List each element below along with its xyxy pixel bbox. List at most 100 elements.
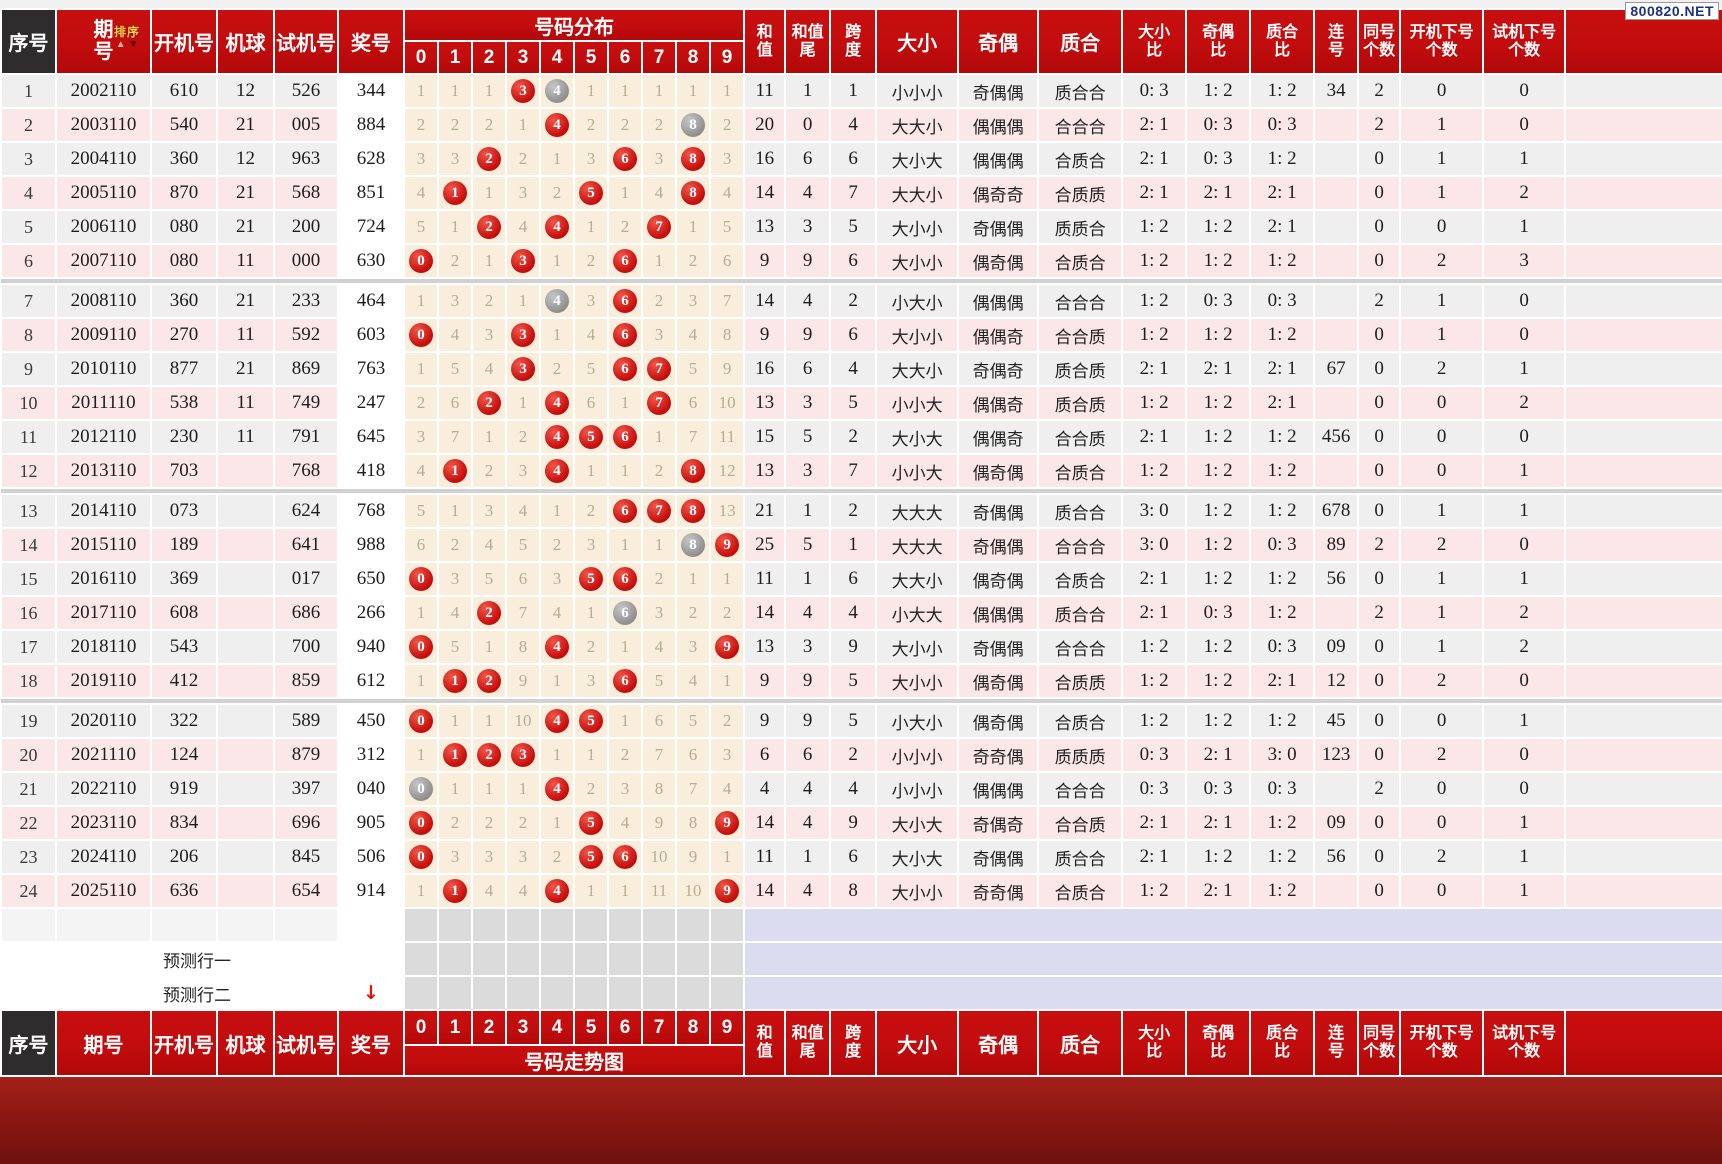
miss-count: 3	[722, 149, 732, 168]
red-ball: 8	[681, 459, 705, 483]
header-shiji: 试机号	[273, 8, 339, 75]
miss-count: 5	[722, 217, 732, 236]
table-row: 10 2011110 538 11 749 247 2 6 2 1 4 6 1 7 6 10 13 3 5 小小大 偶偶…	[0, 385, 1722, 421]
miss-count: 2	[654, 291, 664, 310]
header-period[interactable]: 期号 排序 ▲ ▼	[55, 8, 152, 75]
dist-cell-1: 1	[437, 73, 473, 109]
footer-digit-0: 0	[403, 1009, 439, 1046]
sum-tail-cell: 9	[784, 663, 832, 699]
miss-count: 1	[586, 881, 596, 900]
shiji-next-cell: 0	[1482, 663, 1567, 699]
dist-cell-3: 1	[505, 385, 541, 421]
sort-desc-icon[interactable]: ▼	[128, 39, 139, 50]
red-ball: 0	[409, 567, 433, 591]
red-ball: 9	[715, 879, 740, 903]
tonghao-cell: 2	[1357, 283, 1402, 319]
main-table: 序号 期号 排序 ▲ ▼ 开机号 机球 试机号 奖号 号码分布 和 值 和值 尾…	[0, 8, 1722, 1077]
jiou-cell: 偶奇偶	[957, 561, 1040, 597]
prize-cell: 040	[337, 771, 405, 807]
dist-cell-8: 9	[675, 839, 711, 875]
dist-cell-5: 1	[573, 595, 609, 631]
daxiao-cell: 大大小	[875, 351, 960, 387]
dist-cell-5: 3	[573, 527, 609, 563]
zhihe-cell: 合合质	[1037, 805, 1124, 841]
kaiji-next-cell: 1	[1399, 283, 1485, 319]
shiji-cell: 641	[273, 527, 339, 563]
span-cell: 2	[829, 419, 878, 455]
footer-digit-4: 4	[539, 1009, 575, 1046]
table-row: 20 2021110 124 879 312 1 1 2 3 1 1 2 7 6 3 6 6 2 小小小 奇奇偶 质质质…	[0, 737, 1722, 773]
jiqiu-cell: 21	[216, 175, 275, 211]
miss-count: 2	[518, 149, 528, 168]
dist-cell-9	[708, 907, 746, 943]
dist-cell-5: 5	[573, 351, 609, 387]
miss-count: 1	[484, 81, 494, 100]
miss-count: 1	[688, 81, 698, 100]
footer-trend-title: 号码走势图	[402, 1044, 746, 1077]
dist-cell-6: 2	[607, 737, 643, 773]
jo-ratio-cell: 1: 2	[1185, 663, 1252, 699]
zhihe-cell: 合质质	[1037, 663, 1124, 699]
sort-asc-icon[interactable]: ▲	[115, 39, 126, 50]
footer-lianhao: 连 号	[1313, 1009, 1360, 1077]
daxiao-cell: 大小大	[875, 839, 960, 875]
daxiao-cell: 小小大	[875, 453, 960, 489]
sum-cell: 4	[743, 771, 787, 807]
header-dx-ratio: 大小 比	[1121, 8, 1188, 75]
jo-ratio-cell: 0: 3	[1185, 107, 1252, 143]
daxiao-cell: 小大小	[875, 283, 960, 319]
lianhao-cell	[1313, 209, 1360, 245]
miss-count: 3	[450, 291, 460, 310]
jiou-cell: 奇偶偶	[957, 209, 1040, 245]
zh-ratio-cell: 1: 2	[1249, 73, 1316, 109]
gray-ball: 0	[409, 777, 433, 801]
table-row: 17 2018110 543 700 940 0 5 1 8 4 2 1 4 3 9 13 3 9 大小小 奇偶偶 合合…	[0, 629, 1722, 665]
miss-count: 6	[450, 393, 460, 412]
footer-digit-8: 8	[675, 1009, 711, 1046]
dx-ratio-cell: 0: 3	[1121, 73, 1188, 109]
zh-ratio-cell: 0: 3	[1249, 629, 1316, 665]
kaiji-cell: 360	[150, 283, 218, 319]
separator-cell	[1, 488, 1722, 494]
lianhao-cell: 678	[1313, 493, 1360, 529]
dist-cell-8: 8	[675, 493, 711, 529]
lianhao-cell: 45	[1313, 703, 1360, 739]
table-row: 22 2023110 834 696 905 0 2 2 2 1 5 4 9 8 9 14 4 9 大小大 奇偶奇 合合…	[0, 805, 1722, 841]
sort-widget[interactable]: 排序 ▲ ▼	[107, 23, 147, 50]
red-ball: 7	[647, 357, 671, 381]
miss-count: 5	[450, 637, 460, 656]
down-arrow-icon[interactable]: ↓	[363, 982, 379, 1004]
dist-cell-3: 4	[505, 873, 541, 909]
dist-cell-1: 4	[437, 595, 473, 631]
kaiji-cell: 080	[150, 209, 218, 245]
table-body: 1 2002110 610 12 526 344 1 1 1 3 4 1 1 1 1 1 11 1 1 小小小 奇偶偶质…	[0, 73, 1722, 1011]
jiqiu-cell	[216, 595, 275, 631]
miss-count: 4	[722, 183, 732, 202]
span-cell: 4	[829, 595, 878, 631]
dist-cell-4	[539, 907, 575, 943]
red-ball: 6	[613, 425, 637, 449]
miss-count: 1	[518, 393, 528, 412]
seq-cell: 7	[0, 283, 57, 319]
miss-count: 5	[484, 569, 494, 588]
miss-count: 1	[620, 183, 630, 202]
dist-cell-9: 8	[708, 317, 746, 353]
zhihe-cell: 质合合	[1037, 839, 1124, 875]
header-jo-ratio: 奇偶 比	[1185, 8, 1252, 75]
dist-cell-4: 4	[539, 629, 575, 665]
jiou-cell: 奇奇偶	[957, 737, 1040, 773]
jiqiu-cell	[216, 629, 275, 665]
miss-count: 7	[518, 603, 528, 622]
daxiao-cell: 大小小	[875, 243, 960, 279]
dist-cell-3: 8	[505, 629, 541, 665]
footer-period: 期号	[55, 1009, 152, 1077]
miss-count: 1	[586, 81, 596, 100]
dist-cell-9: 2	[708, 595, 746, 631]
dist-cell-2	[471, 941, 507, 977]
dist-cell-4: 4	[539, 453, 575, 489]
sum-cell: 13	[743, 453, 787, 489]
kaiji-next-cell: 2	[1399, 839, 1485, 875]
kaiji-next-cell: 0	[1399, 385, 1485, 421]
lianhao-cell: 09	[1313, 629, 1360, 665]
dx-ratio-cell: 1: 2	[1121, 385, 1188, 421]
